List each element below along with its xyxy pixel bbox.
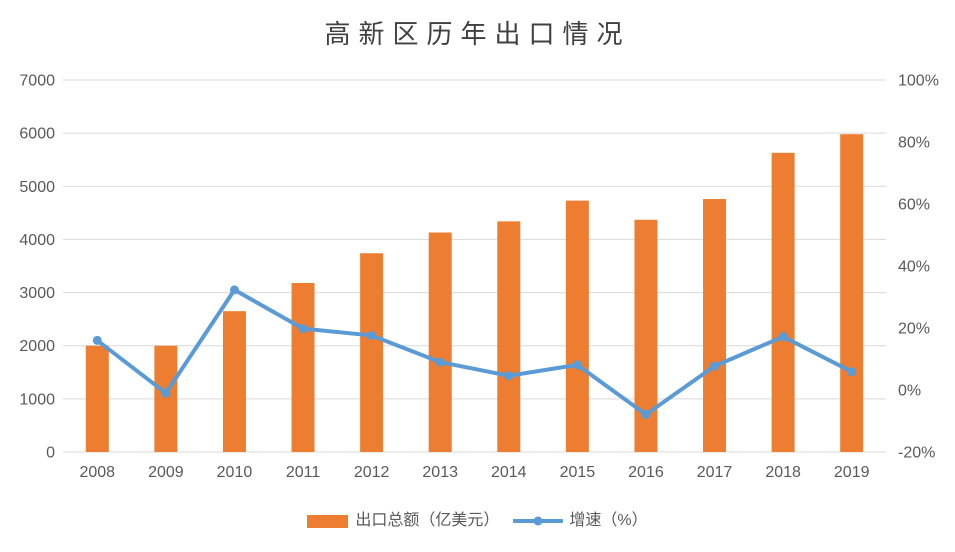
growth-marker-2015	[572, 360, 582, 370]
legend-bar-swatch	[307, 514, 349, 528]
growth-marker-2012	[367, 330, 377, 340]
x-axis-label: 2014	[491, 464, 527, 481]
x-axis-label: 2013	[422, 464, 458, 481]
x-axis-label: 2010	[217, 464, 253, 481]
growth-line	[95, 287, 854, 417]
bar-2013	[428, 232, 452, 452]
growth-marker-2013	[435, 357, 445, 367]
growth-marker-2009	[161, 388, 171, 398]
bar-2011	[291, 283, 315, 452]
y-axis-left-tick: 5000	[19, 179, 55, 196]
bar-2016	[634, 219, 658, 452]
y-axis-right-tick: 60%	[898, 197, 930, 214]
chart-title: 高新区历年出口情况	[324, 20, 631, 50]
growth-marker-2018	[778, 332, 788, 342]
legend-bar-label: 出口总额（亿美元）	[355, 512, 500, 529]
y-axis-left-tick: 6000	[19, 126, 55, 143]
y-axis-left-tick: 4000	[19, 232, 55, 249]
x-axis-label: 2009	[148, 464, 184, 481]
growth-marker-2017	[710, 361, 720, 371]
y-axis-right-tick: 0%	[898, 383, 921, 400]
bar-2008	[85, 345, 109, 452]
y-axis-right-tick: 80%	[898, 135, 930, 152]
bar-2014	[497, 221, 521, 452]
growth-marker-2008	[92, 335, 102, 345]
x-axis-label: 2016	[628, 464, 664, 481]
x-axis-label: 2017	[697, 464, 733, 481]
y-axis-right-tick: 20%	[898, 321, 930, 338]
y-axis-left-tick: 0	[46, 445, 55, 462]
x-axis-label: 2019	[834, 464, 870, 481]
y-axis-left-tick: 2000	[19, 338, 55, 355]
growth-marker-2011	[298, 324, 308, 334]
bar-2009	[154, 345, 178, 452]
x-axis-label: 2008	[79, 464, 115, 481]
y-axis-right-tick: -20%	[898, 445, 935, 462]
growth-marker-2010	[229, 285, 239, 295]
y-axis-left-tick: 7000	[19, 73, 55, 90]
legend: 出口总额（亿美元） 增速（%）	[0, 506, 955, 536]
growth-marker-2016	[641, 409, 651, 419]
bar-2018	[771, 152, 795, 452]
growth-marker-2019	[847, 367, 857, 377]
bar-2010	[222, 311, 246, 452]
bar-2019	[840, 134, 864, 452]
legend-line-marker-icon	[512, 514, 565, 528]
x-axis-label: 2015	[560, 464, 596, 481]
x-axis-label: 2011	[286, 464, 321, 481]
bar-2017	[703, 199, 727, 452]
x-axis-label: 2012	[354, 464, 390, 481]
x-axis-label: 2018	[765, 464, 801, 481]
growth-marker-2014	[504, 371, 514, 381]
bar-2015	[565, 200, 589, 452]
bar-2012	[360, 253, 384, 452]
legend-line-label: 增速（%）	[569, 512, 648, 529]
y-axis-left-tick: 1000	[19, 391, 55, 408]
y-axis-right-tick: 100%	[898, 73, 939, 90]
y-axis-left-tick: 3000	[19, 285, 55, 302]
y-axis-right-tick: 40%	[898, 259, 930, 276]
